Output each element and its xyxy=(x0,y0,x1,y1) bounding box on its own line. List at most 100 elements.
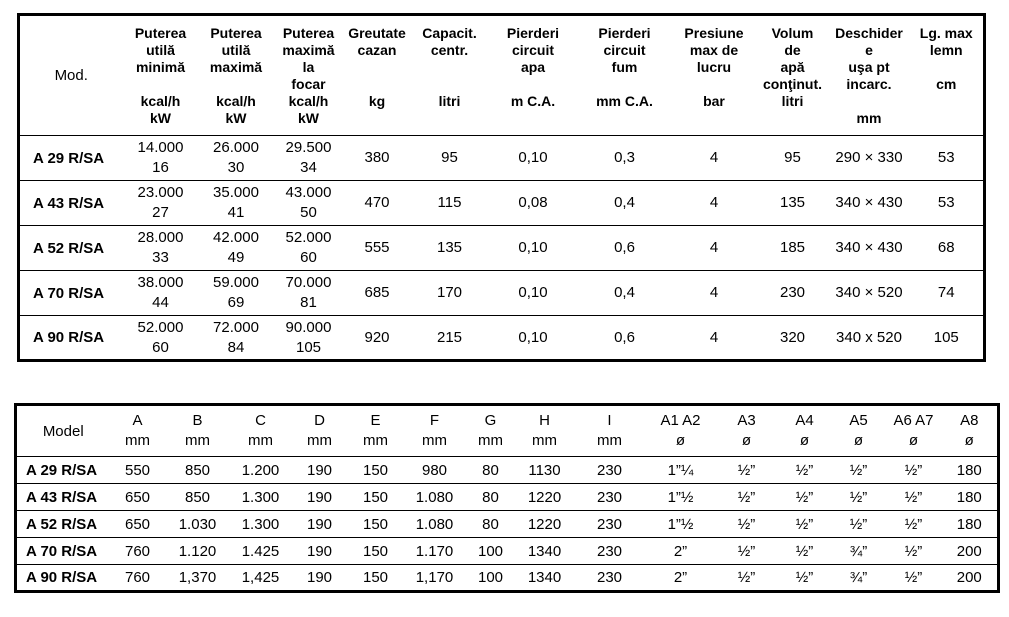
column-header-capacitate-centrala: Capacit. centr. litri xyxy=(422,25,477,109)
value-cell-presiune-max-lucru: 4 xyxy=(709,239,719,256)
boiler-dimensions-table: Model A mm B mm C mm D mm E mm F mm G mm H mm I m… xyxy=(14,403,1000,593)
column-header-pierderi-circuit-apa: Pierderi circuit apa m C.A. xyxy=(506,25,560,109)
value-cell-dim-f: 1,170 xyxy=(415,569,454,586)
value-cell-putere-utila-maxima: 35.000 41 xyxy=(213,184,259,221)
column-header-dim-f: F mm xyxy=(422,412,447,449)
value-cell-greutate-cazan: 920 xyxy=(364,328,390,346)
column-header-greutate-cazan: Greutate cazan kg xyxy=(348,25,406,109)
value-cell-putere-utila-minima: 38.000 44 xyxy=(137,274,184,311)
value-cell-dim-h: 1220 xyxy=(527,488,562,506)
value-cell-racord-a1-a2: 1”½ xyxy=(667,515,694,533)
value-cell-dim-b: 1.120 xyxy=(178,542,217,560)
value-cell-capacitate-centrala: 95 xyxy=(441,149,458,166)
value-cell-dim-a: 550 xyxy=(124,461,151,479)
value-cell-dim-e: 150 xyxy=(362,515,389,533)
value-cell-pierderi-circuit-apa: 0,10 xyxy=(518,149,548,166)
value-cell-dim-d: 190 xyxy=(306,488,333,506)
value-cell-dim-c: 1.425 xyxy=(241,542,280,560)
column-header-lungime-max-lemn: Lg. max lemn cm xyxy=(919,25,973,92)
value-cell-pierderi-circuit-fum: 0,4 xyxy=(614,284,635,301)
value-cell-dim-f: 1.080 xyxy=(415,488,454,506)
value-cell-racord-a4: ½” xyxy=(795,542,814,560)
column-header-dim-a: A mm xyxy=(125,412,150,449)
model-cell: A 90 R/SA xyxy=(33,329,105,346)
value-cell-dim-h: 1130 xyxy=(528,461,561,479)
value-cell-pierderi-circuit-fum: 0,6 xyxy=(614,239,635,256)
value-cell-putere-maxima-focar: 70.000 81 xyxy=(285,274,332,311)
value-cell-dim-c: 1.300 xyxy=(241,515,280,533)
value-cell-racord-a4: ½” xyxy=(795,515,814,533)
column-header-racord-a5: A5 ø xyxy=(849,412,868,449)
value-cell-pierderi-circuit-fum: 0,6 xyxy=(614,328,635,346)
value-cell-putere-utila-minima: 23.000 27 xyxy=(137,184,184,221)
value-cell-dim-c: 1.300 xyxy=(241,488,280,506)
model-cell: A 52 R/SA xyxy=(33,239,105,257)
column-header-racord-a4: A4 ø xyxy=(795,412,814,449)
value-cell-lungime-max-lemn: 53 xyxy=(937,149,955,166)
value-cell-dim-b: 850 xyxy=(184,488,211,506)
table-row: A 43 R/SA 23.000 27 35.000 41 43.000 50 470 1… xyxy=(18,180,985,226)
table-row: A 29 R/SA 14.000 16 26.000 30 29.500 34 380 9… xyxy=(18,135,985,181)
value-cell-pierderi-circuit-apa: 0,10 xyxy=(518,239,548,256)
value-cell-dim-i: 230 xyxy=(596,542,623,560)
header-row: Model A mm B mm C mm D mm E mm F mm G mm H mm I m… xyxy=(15,405,999,457)
column-header-dim-g: G mm xyxy=(478,412,503,449)
value-cell-dim-a: 650 xyxy=(124,515,151,533)
model-cell: A 52 R/SA xyxy=(26,515,98,533)
value-cell-presiune-max-lucru: 4 xyxy=(709,149,719,166)
value-cell-dim-g: 100 xyxy=(477,542,504,560)
value-cell-dim-a: 650 xyxy=(124,488,151,506)
value-cell-racord-a4: ½” xyxy=(795,461,814,479)
value-cell-volum-apa-continut: 135 xyxy=(779,194,806,211)
column-header-putere-utila-minima: Puterea utilă minimă kcal/h kW xyxy=(134,25,187,126)
value-cell-dim-c: 1,425 xyxy=(241,569,280,586)
model-cell: A 70 R/SA xyxy=(26,542,98,560)
column-header-dim-i: I mm xyxy=(597,412,622,449)
value-cell-dim-a: 760 xyxy=(124,542,151,560)
value-cell-putere-utila-maxima: 42.000 49 xyxy=(213,229,259,266)
column-header-dim-d: D mm xyxy=(307,412,332,449)
value-cell-racord-a8: 180 xyxy=(956,488,982,506)
value-cell-deschidere-usa: 340 x 520 xyxy=(836,328,902,346)
column-header-deschidere-usa: Deschider e uşa pt incarc. mm xyxy=(835,25,903,126)
column-header-pierderi-circuit-fum: Pierderi circuit fum mm C.A. xyxy=(596,25,653,109)
value-cell-pierderi-circuit-apa: 0,08 xyxy=(518,194,548,211)
value-cell-dim-i: 230 xyxy=(596,515,623,533)
value-cell-pierderi-circuit-fum: 0,4 xyxy=(614,194,635,211)
value-cell-dim-g: 100 xyxy=(477,569,504,586)
value-cell-racord-a8: 180 xyxy=(956,461,982,479)
value-cell-lungime-max-lemn: 53 xyxy=(937,194,955,211)
value-cell-dim-i: 230 xyxy=(596,461,623,479)
value-cell-dim-e: 150 xyxy=(362,488,389,506)
value-cell-dim-h: 1220 xyxy=(527,515,562,533)
column-header-putere-utila-maxima: Puterea utilă maximă kcal/h kW xyxy=(209,25,263,126)
value-cell-lungime-max-lemn: 68 xyxy=(937,239,955,256)
value-cell-pierderi-circuit-apa: 0,10 xyxy=(518,328,548,346)
value-cell-racord-a5: ¾” xyxy=(849,569,868,586)
table-row: A 70 R/SA 38.000 44 59.000 69 70.000 81 685 1… xyxy=(18,270,985,316)
table-row: A 52 R/SA 650 1.030 1.300 190 150 1.080 80 1220 2… xyxy=(15,510,999,538)
column-header-dim-c: C mm xyxy=(248,412,273,449)
table-row: A 43 R/SA 650 850 1.300 190 150 1.080 80 1220 230… xyxy=(15,483,999,511)
value-cell-putere-utila-minima: 52.000 60 xyxy=(137,318,184,356)
value-cell-capacitate-centrala: 115 xyxy=(437,194,462,211)
value-cell-dim-i: 230 xyxy=(596,569,623,586)
model-cell: A 90 R/SA xyxy=(26,569,98,586)
value-cell-presiune-max-lucru: 4 xyxy=(709,194,719,211)
value-cell-dim-e: 150 xyxy=(362,542,389,560)
value-cell-presiune-max-lucru: 4 xyxy=(709,328,719,346)
value-cell-racord-a8: 200 xyxy=(956,569,982,586)
table-row: A 90 R/SA 52.000 60 72.000 84 90.000 105 920… xyxy=(18,315,985,361)
value-cell-dim-i: 230 xyxy=(596,488,623,506)
value-cell-putere-utila-minima: 14.000 16 xyxy=(137,139,184,176)
table-row: A 52 R/SA 28.000 33 42.000 49 52.000 60 555 1… xyxy=(18,225,985,271)
value-cell-dim-d: 190 xyxy=(306,569,333,586)
value-cell-capacitate-centrala: 135 xyxy=(436,239,463,256)
value-cell-racord-a3: ½” xyxy=(737,488,756,506)
value-cell-putere-utila-minima: 28.000 33 xyxy=(137,229,184,266)
value-cell-volum-apa-continut: 230 xyxy=(779,284,806,301)
column-header-presiune-max-lucru: Presiune max de lucru bar xyxy=(684,25,744,109)
column-header-racord-a3: A3 ø xyxy=(737,412,756,449)
value-cell-greutate-cazan: 555 xyxy=(364,239,390,256)
value-cell-dim-f: 1.080 xyxy=(415,515,454,533)
